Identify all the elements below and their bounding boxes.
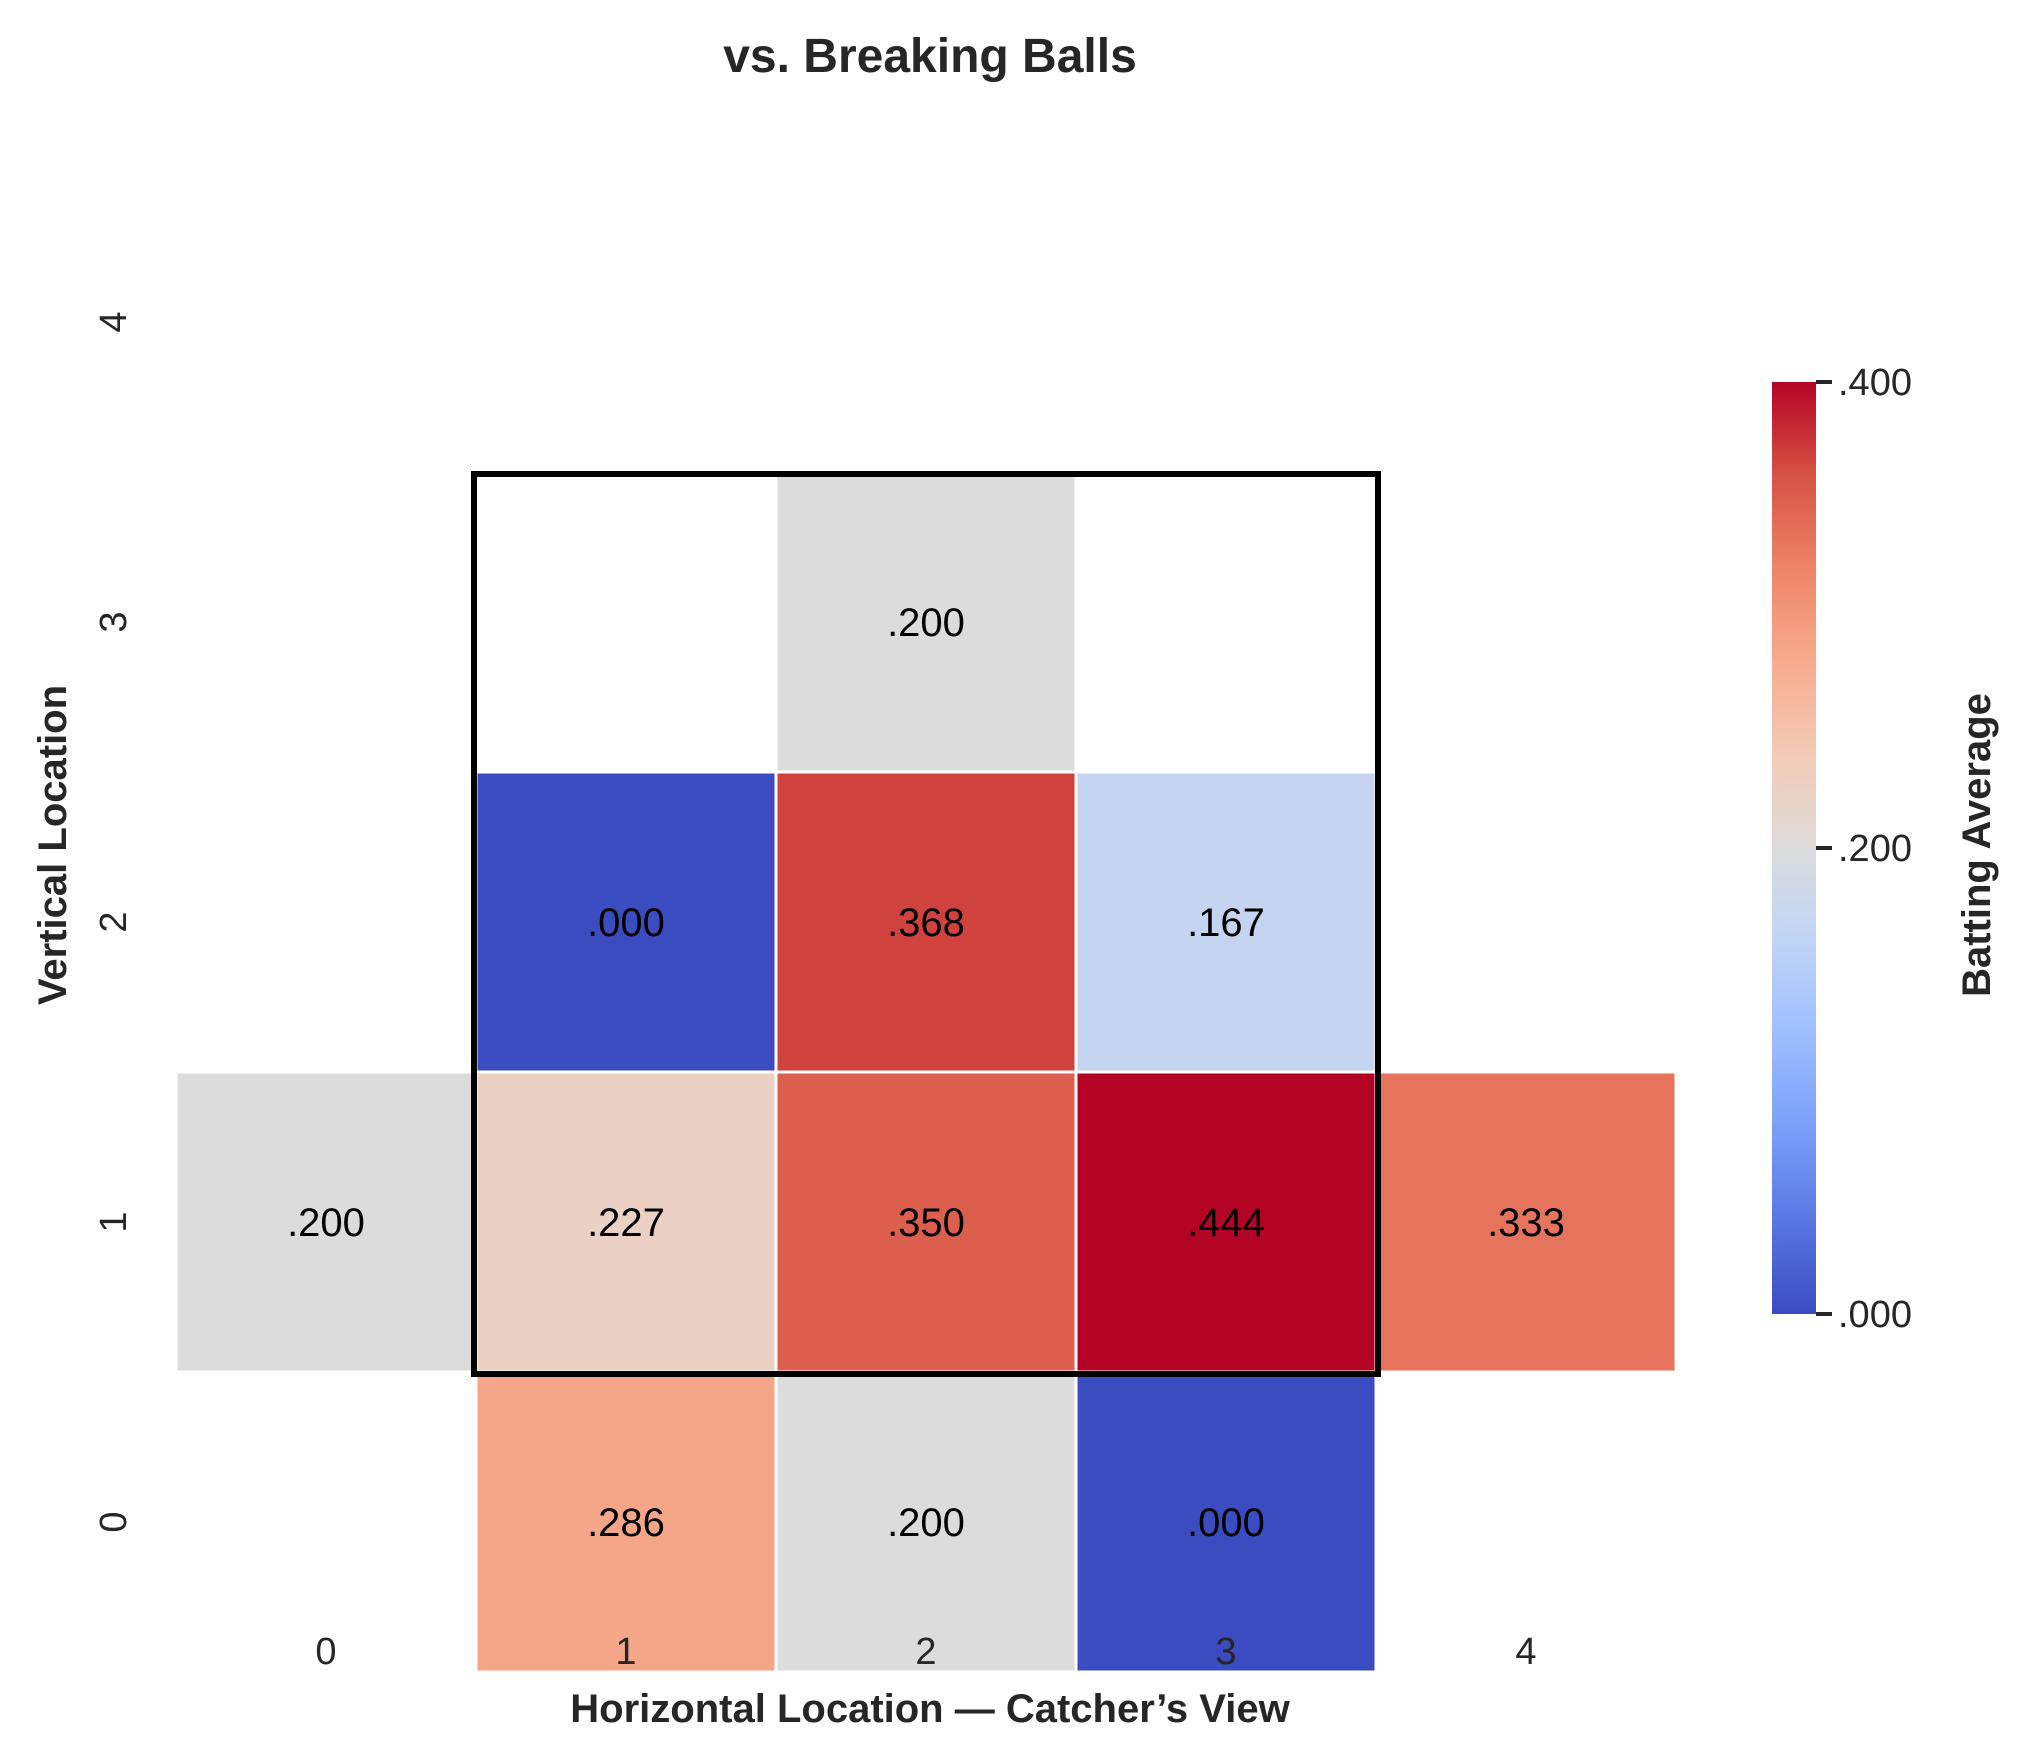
heatmap-cell-label: .333 <box>1487 1201 1565 1245</box>
heatmap-cell-label: .350 <box>887 1201 965 1245</box>
heatmap-cell-label: .368 <box>887 901 965 945</box>
y-tick-label: 4 <box>93 311 135 332</box>
heatmap-cell-label: .000 <box>587 901 665 945</box>
colorbar-tick-label: .400 <box>1838 362 1912 404</box>
colorbar <box>1772 382 1816 1314</box>
chart-title: vs. Breaking Balls <box>723 30 1137 83</box>
y-tick-label: 3 <box>93 611 135 632</box>
heatmap-cell <box>774 770 1078 1074</box>
heatmap-cell <box>474 770 778 1074</box>
heatmap-cell-label: .200 <box>887 1501 965 1545</box>
heatmap-cell-label: .444 <box>1187 1201 1265 1245</box>
x-tick-label: 2 <box>915 1631 936 1673</box>
colorbar-label: Batting Average <box>1955 693 1999 997</box>
y-axis-label: Vertical Location <box>31 685 75 1005</box>
heatmap-cell-label: .200 <box>287 1201 365 1245</box>
y-tick-label: 1 <box>93 1211 135 1232</box>
colorbar-ticks: .400 .200 .000 <box>1816 362 1912 1336</box>
heatmap-cell <box>774 470 1078 774</box>
y-tick-label: 0 <box>93 1511 135 1532</box>
x-axis-label: Horizontal Location — Catcher’s View <box>570 1687 1290 1731</box>
heatmap-cell <box>474 1370 778 1674</box>
heatmap-cell-label: .167 <box>1187 901 1265 945</box>
colorbar-tick-label: .200 <box>1838 828 1912 870</box>
heatmap-cells <box>174 470 1678 1674</box>
heatmap-cell-label: .200 <box>887 601 965 645</box>
x-tick-label: 0 <box>315 1631 336 1673</box>
heatmap-cell-label: .000 <box>1187 1501 1265 1545</box>
heatmap-cell <box>174 1070 478 1374</box>
heatmap-cell <box>474 1070 778 1374</box>
strike-zone-box <box>471 471 1381 1377</box>
heatmap-cell <box>1074 770 1378 1074</box>
y-tick-labels: 4 3 2 1 0 <box>93 311 135 1532</box>
heatmap-cell-label: .286 <box>587 1501 665 1545</box>
x-tick-label: 1 <box>615 1631 636 1673</box>
heatmap-cell-label: .227 <box>587 1201 665 1245</box>
heatmap-cell <box>1074 1070 1378 1374</box>
heatmap-cell-labels: .200 .000 .368 .167 .200 .227 .350 .444 .333 .286… <box>287 601 1565 1545</box>
colorbar-tick-label: .000 <box>1838 1294 1912 1336</box>
heatmap-cell <box>1074 1370 1378 1674</box>
y-tick-label: 2 <box>93 911 135 932</box>
x-tick-labels: 0 1 2 3 4 <box>315 1631 1536 1673</box>
x-tick-label: 3 <box>1215 1631 1236 1673</box>
x-tick-label: 4 <box>1515 1631 1536 1673</box>
